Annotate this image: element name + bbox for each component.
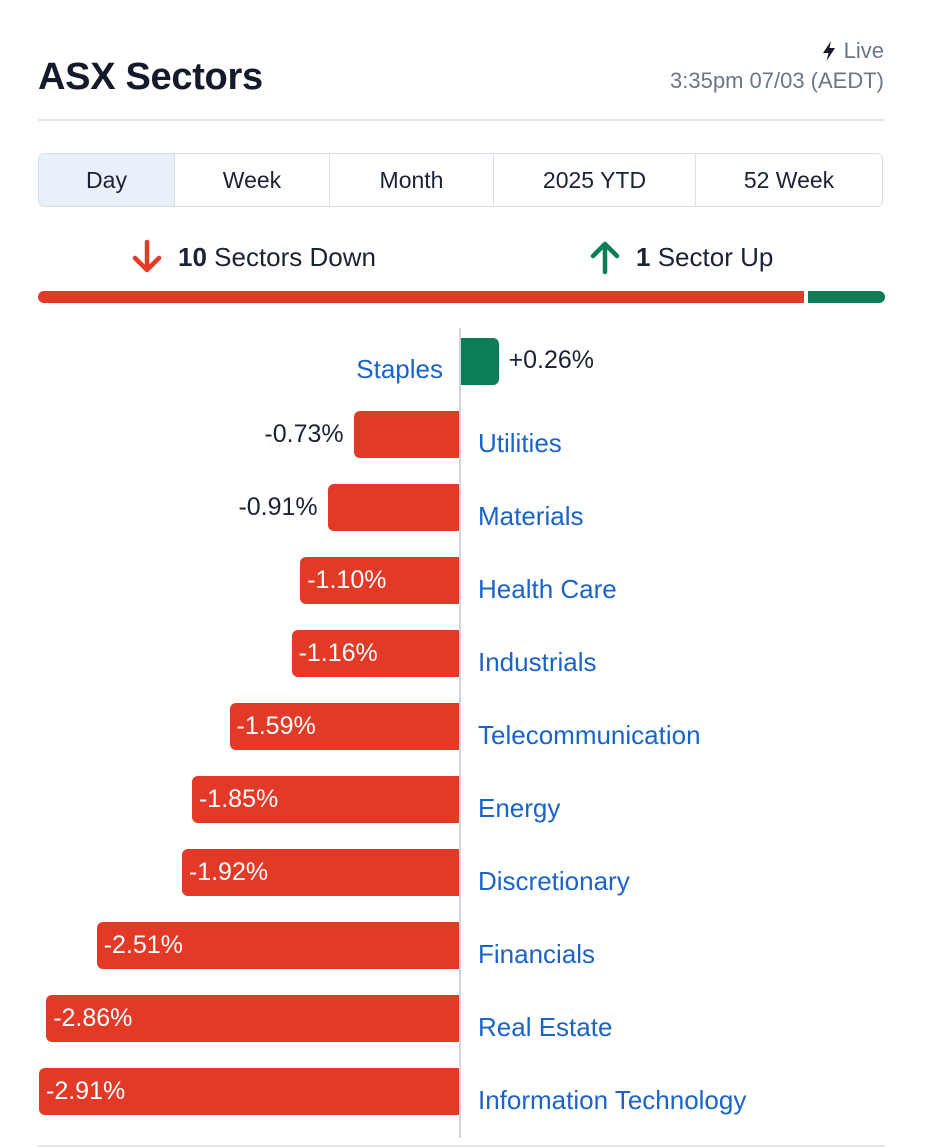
arrow-up-icon [590,241,620,275]
bar-discretionary [181,849,459,896]
category-link-information-technology[interactable]: Information Technology [478,1085,747,1115]
sector-ratio-bar [38,291,885,303]
ratio-bar-up [808,291,885,303]
zero-axis [459,328,461,1138]
tab-day[interactable]: Day [39,154,175,206]
category-link-telecommunication[interactable]: Telecommunication [478,720,701,750]
sectors-up-summary: 1 Sector Up [588,238,773,276]
bar-materials [327,484,459,531]
sectors-down-count: 10 [178,241,207,272]
sectors-up-label: Sector Up [657,241,774,272]
value-label-energy: -1.85% [198,785,279,813]
sectors-down-label: Sectors Down [214,241,376,272]
tab-week[interactable]: Week [175,154,330,206]
bar-industrials [291,630,459,677]
value-label-information-technology: -2.91% [46,1077,126,1105]
live-label: Live [843,38,884,63]
category-link-financials[interactable]: Financials [478,939,596,969]
value-label-discretionary: -1.92% [188,858,269,886]
lightning-icon [822,41,835,61]
timestamp: 3:35pm 07/03 (AEDT) [670,68,884,93]
category-link-materials[interactable]: Materials [478,501,584,531]
live-indicator: Live [820,38,884,64]
value-label-financials: -2.51% [103,931,183,959]
page-title: ASX Sectors [38,56,263,98]
sectors-down-summary: 10 Sectors Down [130,238,376,276]
category-link-staples[interactable]: Staples [356,354,443,384]
ratio-bar-down [38,291,805,303]
value-label-staples: +0.26% [508,346,595,374]
category-link-discretionary[interactable]: Discretionary [478,866,630,896]
category-link-utilities[interactable]: Utilities [478,428,562,458]
bar-energy [191,776,459,823]
category-link-energy[interactable]: Energy [478,793,561,823]
footer-divider [38,1145,885,1147]
category-link-real-estate[interactable]: Real Estate [478,1012,613,1042]
sectors-up-count: 1 [636,241,651,272]
value-label-telecommunication: -1.59% [236,712,316,740]
arrow-down-icon [132,239,162,273]
tab-52-week[interactable]: 52 Week [743,166,835,193]
bar-staples [461,338,499,385]
bar-real-estate [46,995,459,1042]
value-label-industrials: -1.16% [298,639,378,667]
tab-2025-ytd[interactable]: 2025 YTD [494,154,696,206]
value-label-materials: -0.91% [238,493,318,521]
bar-information-technology [39,1068,459,1115]
header-divider [38,119,885,121]
value-label-health-care: -1.10% [307,566,387,594]
value-label-real-estate: -2.86% [53,1004,133,1032]
value-label-utilities: -0.73% [264,420,344,448]
bar-utilities [353,411,459,458]
bar-financials [96,922,459,969]
bar-telecommunication [229,703,459,750]
category-link-industrials[interactable]: Industrials [478,647,597,677]
category-link-health-care[interactable]: Health Care [478,574,617,604]
bar-health-care [300,557,459,604]
period-tabs: Day Week Month 2025 YTD 52 Week [38,153,883,207]
tab-month[interactable]: Month [330,154,494,206]
